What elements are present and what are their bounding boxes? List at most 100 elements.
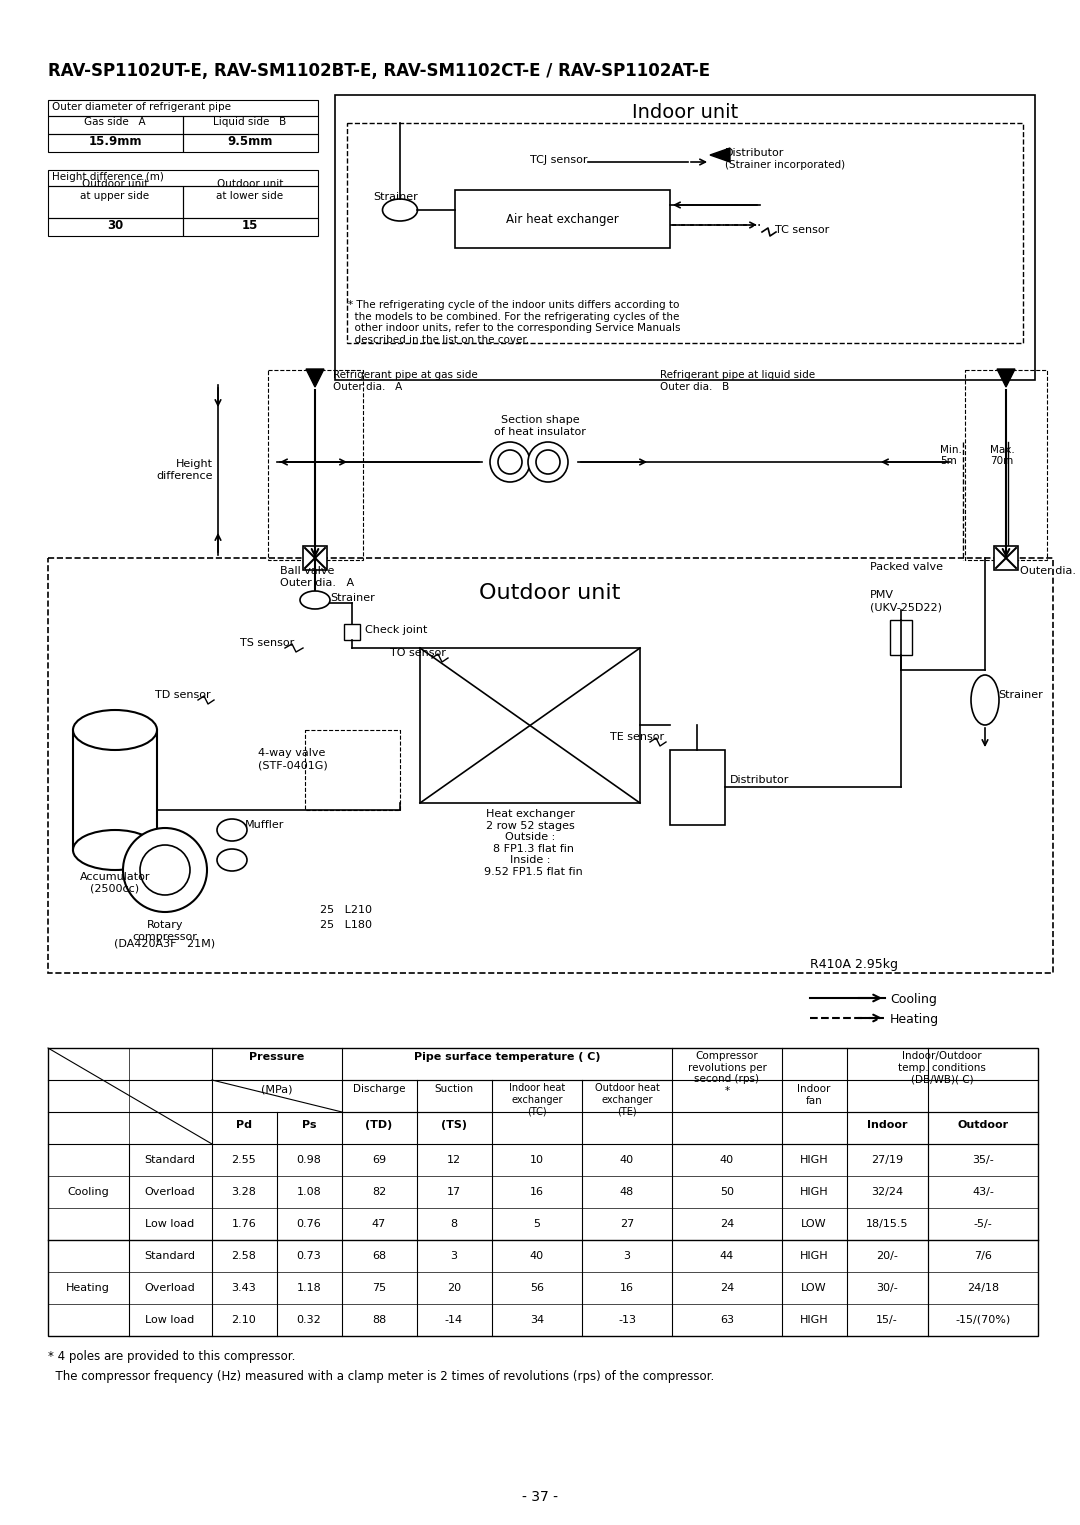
Text: Overload: Overload bbox=[145, 1283, 195, 1293]
Polygon shape bbox=[306, 369, 324, 387]
Text: 12: 12 bbox=[447, 1154, 461, 1165]
Text: LOW: LOW bbox=[801, 1283, 827, 1293]
Text: 25   L180: 25 L180 bbox=[320, 920, 372, 930]
Text: 9.5mm: 9.5mm bbox=[227, 136, 272, 148]
Text: Pressure: Pressure bbox=[249, 1052, 305, 1061]
Polygon shape bbox=[997, 369, 1015, 387]
Text: R410A 2.95kg: R410A 2.95kg bbox=[810, 958, 897, 971]
Text: 68: 68 bbox=[372, 1250, 386, 1261]
Text: Strainer: Strainer bbox=[373, 192, 418, 201]
Text: -5/-: -5/- bbox=[974, 1218, 993, 1229]
Ellipse shape bbox=[971, 676, 999, 724]
Text: 75: 75 bbox=[372, 1283, 386, 1293]
Text: Compressor
revolutions per
second (rps)
*: Compressor revolutions per second (rps) … bbox=[688, 1051, 767, 1096]
Text: Ball valve: Ball valve bbox=[280, 566, 335, 576]
Text: Max.: Max. bbox=[990, 445, 1015, 454]
Text: Strainer: Strainer bbox=[998, 689, 1043, 700]
Text: TD sensor: TD sensor bbox=[156, 689, 211, 700]
Text: TO sensor: TO sensor bbox=[390, 648, 446, 657]
Text: (TD): (TD) bbox=[365, 1119, 393, 1130]
Text: 35/-: 35/- bbox=[972, 1154, 994, 1165]
Bar bbox=[48, 1048, 1038, 1336]
Text: -13: -13 bbox=[618, 1315, 636, 1325]
Bar bbox=[994, 546, 1018, 570]
Text: 70m: 70m bbox=[990, 456, 1013, 467]
Bar bbox=[48, 134, 183, 152]
Text: Cooling: Cooling bbox=[67, 1186, 109, 1197]
Text: -15/(70%): -15/(70%) bbox=[956, 1315, 1011, 1325]
Text: Distributor: Distributor bbox=[730, 775, 789, 785]
Text: The compressor frequency (Hz) measured with a clamp meter is 2 times of revoluti: The compressor frequency (Hz) measured w… bbox=[48, 1369, 714, 1383]
Text: (TS): (TS) bbox=[441, 1119, 467, 1130]
Ellipse shape bbox=[217, 849, 247, 871]
Text: Standard: Standard bbox=[145, 1250, 195, 1261]
Circle shape bbox=[490, 442, 530, 482]
Text: Outdoor unit
at lower side: Outdoor unit at lower side bbox=[216, 180, 284, 201]
Text: 1.76: 1.76 bbox=[231, 1218, 256, 1229]
Text: 34: 34 bbox=[530, 1315, 544, 1325]
Ellipse shape bbox=[73, 830, 157, 869]
Ellipse shape bbox=[300, 592, 330, 608]
Text: 69: 69 bbox=[372, 1154, 386, 1165]
Text: 27/19: 27/19 bbox=[870, 1154, 903, 1165]
Text: Height
difference: Height difference bbox=[157, 459, 213, 480]
Text: 3.43: 3.43 bbox=[231, 1283, 256, 1293]
Text: TCJ sensor: TCJ sensor bbox=[530, 156, 588, 165]
Bar bbox=[48, 101, 318, 116]
Ellipse shape bbox=[73, 711, 157, 750]
Text: 15/-: 15/- bbox=[876, 1315, 897, 1325]
Text: Packed valve: Packed valve bbox=[870, 563, 943, 572]
Text: PMV: PMV bbox=[870, 590, 894, 599]
Text: 10: 10 bbox=[530, 1154, 544, 1165]
Text: Check joint: Check joint bbox=[365, 625, 428, 634]
Bar bbox=[345, 624, 360, 640]
Text: Outer dia.   A: Outer dia. A bbox=[280, 578, 354, 589]
Bar bbox=[73, 730, 157, 849]
Text: 8: 8 bbox=[450, 1218, 458, 1229]
Text: 56: 56 bbox=[530, 1283, 544, 1293]
Text: 27: 27 bbox=[620, 1218, 634, 1229]
Circle shape bbox=[528, 442, 568, 482]
Text: HIGH: HIGH bbox=[799, 1186, 828, 1197]
Text: Cooling: Cooling bbox=[890, 993, 936, 1007]
Text: Min.: Min. bbox=[940, 445, 962, 454]
Text: 30/-: 30/- bbox=[876, 1283, 897, 1293]
Bar bbox=[455, 191, 670, 249]
Text: Outer diameter of refrigerant pipe: Outer diameter of refrigerant pipe bbox=[52, 102, 231, 111]
Circle shape bbox=[140, 845, 190, 895]
Text: * 4 poles are provided to this compressor.: * 4 poles are provided to this compresso… bbox=[48, 1350, 295, 1363]
Text: Gas side   A: Gas side A bbox=[84, 117, 146, 127]
Bar bbox=[183, 186, 318, 218]
Text: Outer dia.   A: Outer dia. A bbox=[333, 381, 402, 392]
Text: Indoor
fan: Indoor fan bbox=[797, 1084, 831, 1106]
Bar bbox=[335, 95, 1035, 380]
Text: 30: 30 bbox=[107, 220, 123, 232]
Text: TC sensor: TC sensor bbox=[775, 226, 829, 235]
Text: Ps: Ps bbox=[301, 1119, 316, 1130]
Text: 1.18: 1.18 bbox=[297, 1283, 322, 1293]
Text: 1.08: 1.08 bbox=[297, 1186, 322, 1197]
Bar bbox=[890, 621, 912, 656]
Bar bbox=[48, 169, 318, 186]
Text: Suction: Suction bbox=[434, 1084, 473, 1093]
Text: 82: 82 bbox=[372, 1186, 387, 1197]
Text: RAV-SP1102UT-E, RAV-SM1102BT-E, RAV-SM1102CT-E / RAV-SP1102AT-E: RAV-SP1102UT-E, RAV-SM1102BT-E, RAV-SM11… bbox=[48, 63, 711, 79]
Text: TS sensor: TS sensor bbox=[240, 637, 294, 648]
Text: 0.32: 0.32 bbox=[297, 1315, 322, 1325]
Text: Overload: Overload bbox=[145, 1186, 195, 1197]
Circle shape bbox=[536, 450, 561, 474]
Bar bbox=[420, 648, 640, 804]
Bar bbox=[48, 116, 183, 134]
Circle shape bbox=[123, 828, 207, 912]
Text: Height difference (m): Height difference (m) bbox=[52, 172, 164, 181]
Bar bbox=[347, 124, 1023, 343]
Text: 24/18: 24/18 bbox=[967, 1283, 999, 1293]
Text: 88: 88 bbox=[372, 1315, 387, 1325]
Bar bbox=[183, 134, 318, 152]
Text: (MPa): (MPa) bbox=[261, 1084, 293, 1093]
Text: (DA420A3F   21M): (DA420A3F 21M) bbox=[114, 938, 216, 949]
Text: 15: 15 bbox=[242, 220, 258, 232]
Text: 18/15.5: 18/15.5 bbox=[866, 1218, 908, 1229]
Bar bbox=[670, 750, 725, 825]
Text: 0.76: 0.76 bbox=[297, 1218, 322, 1229]
